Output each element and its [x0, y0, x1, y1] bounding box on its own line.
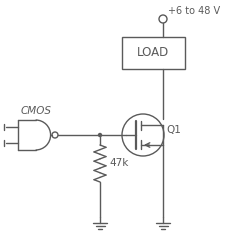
Text: Q1: Q1 [166, 125, 181, 135]
Text: LOAD: LOAD [137, 46, 170, 60]
Text: +6 to 48 V: +6 to 48 V [168, 6, 220, 16]
Text: 47k: 47k [109, 159, 128, 168]
Text: CMOS: CMOS [21, 106, 52, 116]
Circle shape [98, 133, 102, 137]
